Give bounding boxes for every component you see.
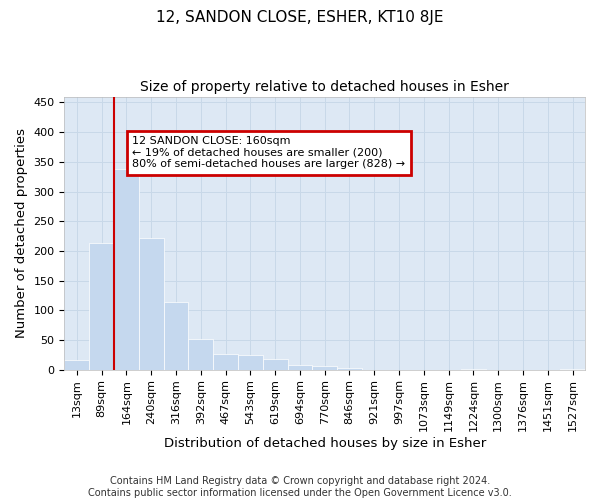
X-axis label: Distribution of detached houses by size in Esher: Distribution of detached houses by size … <box>164 437 486 450</box>
Bar <box>114 169 139 370</box>
Y-axis label: Number of detached properties: Number of detached properties <box>15 128 28 338</box>
Bar <box>337 368 362 370</box>
Bar <box>313 366 337 370</box>
Bar <box>560 369 585 370</box>
Bar <box>139 238 164 370</box>
Title: Size of property relative to detached houses in Esher: Size of property relative to detached ho… <box>140 80 509 94</box>
Bar <box>213 354 238 370</box>
Bar <box>238 355 263 370</box>
Text: 12, SANDON CLOSE, ESHER, KT10 8JE: 12, SANDON CLOSE, ESHER, KT10 8JE <box>156 10 444 25</box>
Text: 12 SANDON CLOSE: 160sqm
← 19% of detached houses are smaller (200)
80% of semi-d: 12 SANDON CLOSE: 160sqm ← 19% of detache… <box>132 136 405 170</box>
Bar <box>263 359 287 370</box>
Bar <box>89 242 114 370</box>
Bar <box>164 302 188 370</box>
Bar <box>287 365 313 370</box>
Bar <box>188 340 213 370</box>
Bar <box>64 360 89 370</box>
Text: Contains HM Land Registry data © Crown copyright and database right 2024.
Contai: Contains HM Land Registry data © Crown c… <box>88 476 512 498</box>
Bar <box>461 369 486 370</box>
